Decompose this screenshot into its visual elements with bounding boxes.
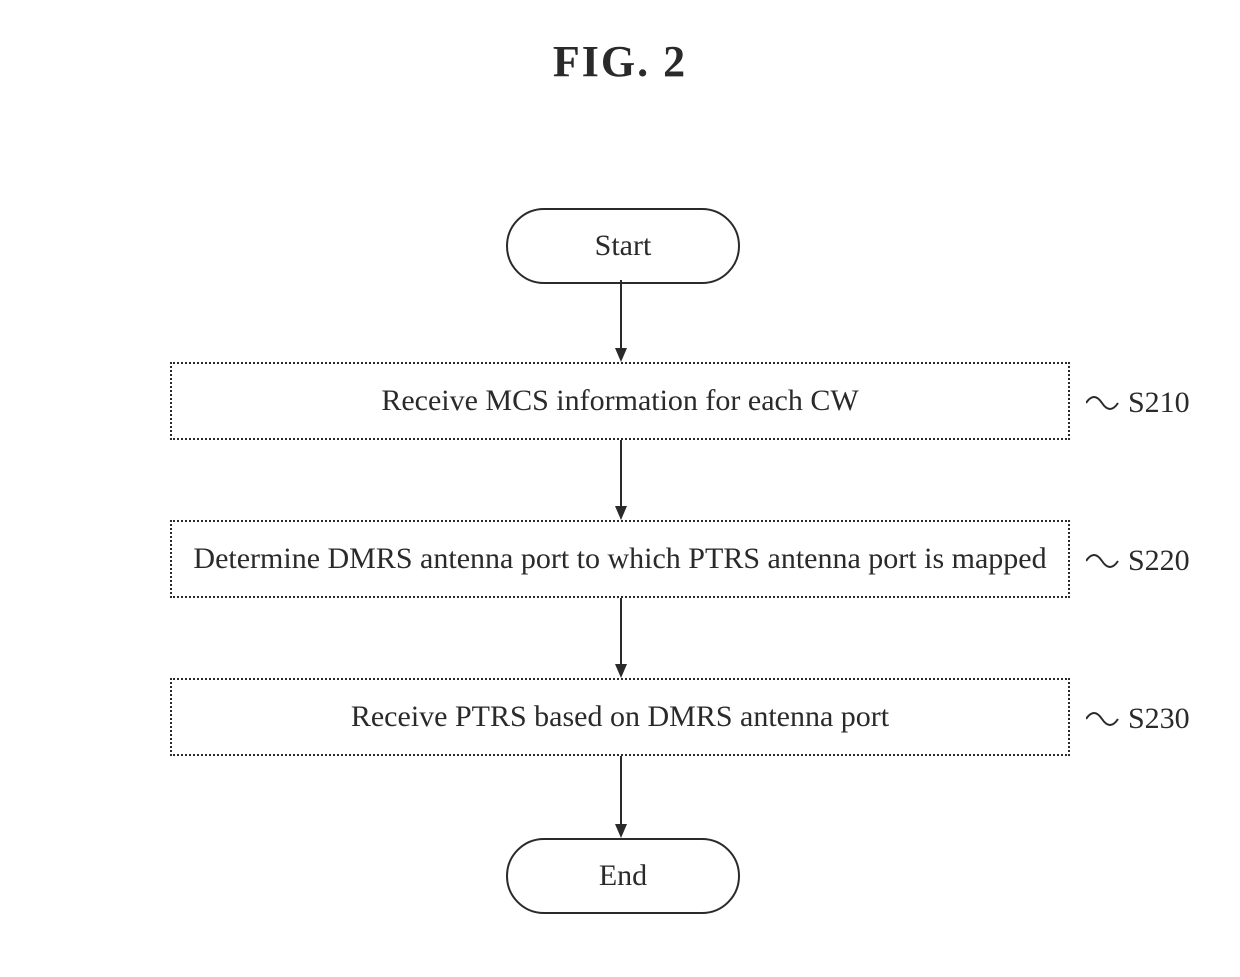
step-label-s210: S210 [1086, 386, 1190, 420]
step-label-text: S230 [1128, 702, 1190, 736]
flowchart-node-label: Determine DMRS antenna port to which PTR… [193, 542, 1046, 576]
flowchart-node-label: End [599, 859, 647, 893]
flowchart-node-s230: Receive PTRS based on DMRS antenna port [170, 678, 1070, 756]
flowchart-node-label: Receive PTRS based on DMRS antenna port [351, 700, 889, 734]
wave-connector-icon [1086, 391, 1120, 415]
figure-canvas: FIG. 2 Start Receive MCS information for … [0, 0, 1240, 977]
step-label-text: S220 [1128, 544, 1190, 578]
flowchart-node-start: Start [506, 208, 740, 284]
step-label-s220: S220 [1086, 544, 1190, 578]
flowchart-node-end: End [506, 838, 740, 914]
wave-connector-icon [1086, 707, 1120, 731]
flowchart-node-s210: Receive MCS information for each CW [170, 362, 1070, 440]
flowchart-edge-s210-to-s220 [609, 440, 633, 520]
flowchart-node-label: Receive MCS information for each CW [381, 384, 858, 418]
flowchart-node-s220: Determine DMRS antenna port to which PTR… [170, 520, 1070, 598]
figure-title: FIG. 2 [0, 36, 1240, 87]
wave-connector-icon [1086, 549, 1120, 573]
step-label-text: S210 [1128, 386, 1190, 420]
flowchart-edge-s220-to-s230 [609, 598, 633, 678]
flowchart-edge-s230-to-end [609, 756, 633, 838]
flowchart-node-label: Start [595, 229, 652, 263]
flowchart-edge-start-to-s210 [609, 280, 633, 362]
step-label-s230: S230 [1086, 702, 1190, 736]
